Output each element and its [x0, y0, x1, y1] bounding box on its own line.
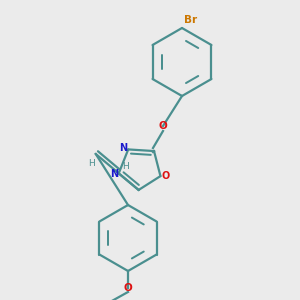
Text: O: O — [124, 283, 132, 293]
Text: O: O — [161, 171, 169, 181]
Text: H: H — [122, 162, 129, 171]
Text: O: O — [159, 121, 167, 131]
Text: N: N — [119, 143, 127, 153]
Text: Br: Br — [184, 15, 197, 25]
Text: N: N — [110, 169, 118, 179]
Text: H: H — [88, 159, 95, 168]
